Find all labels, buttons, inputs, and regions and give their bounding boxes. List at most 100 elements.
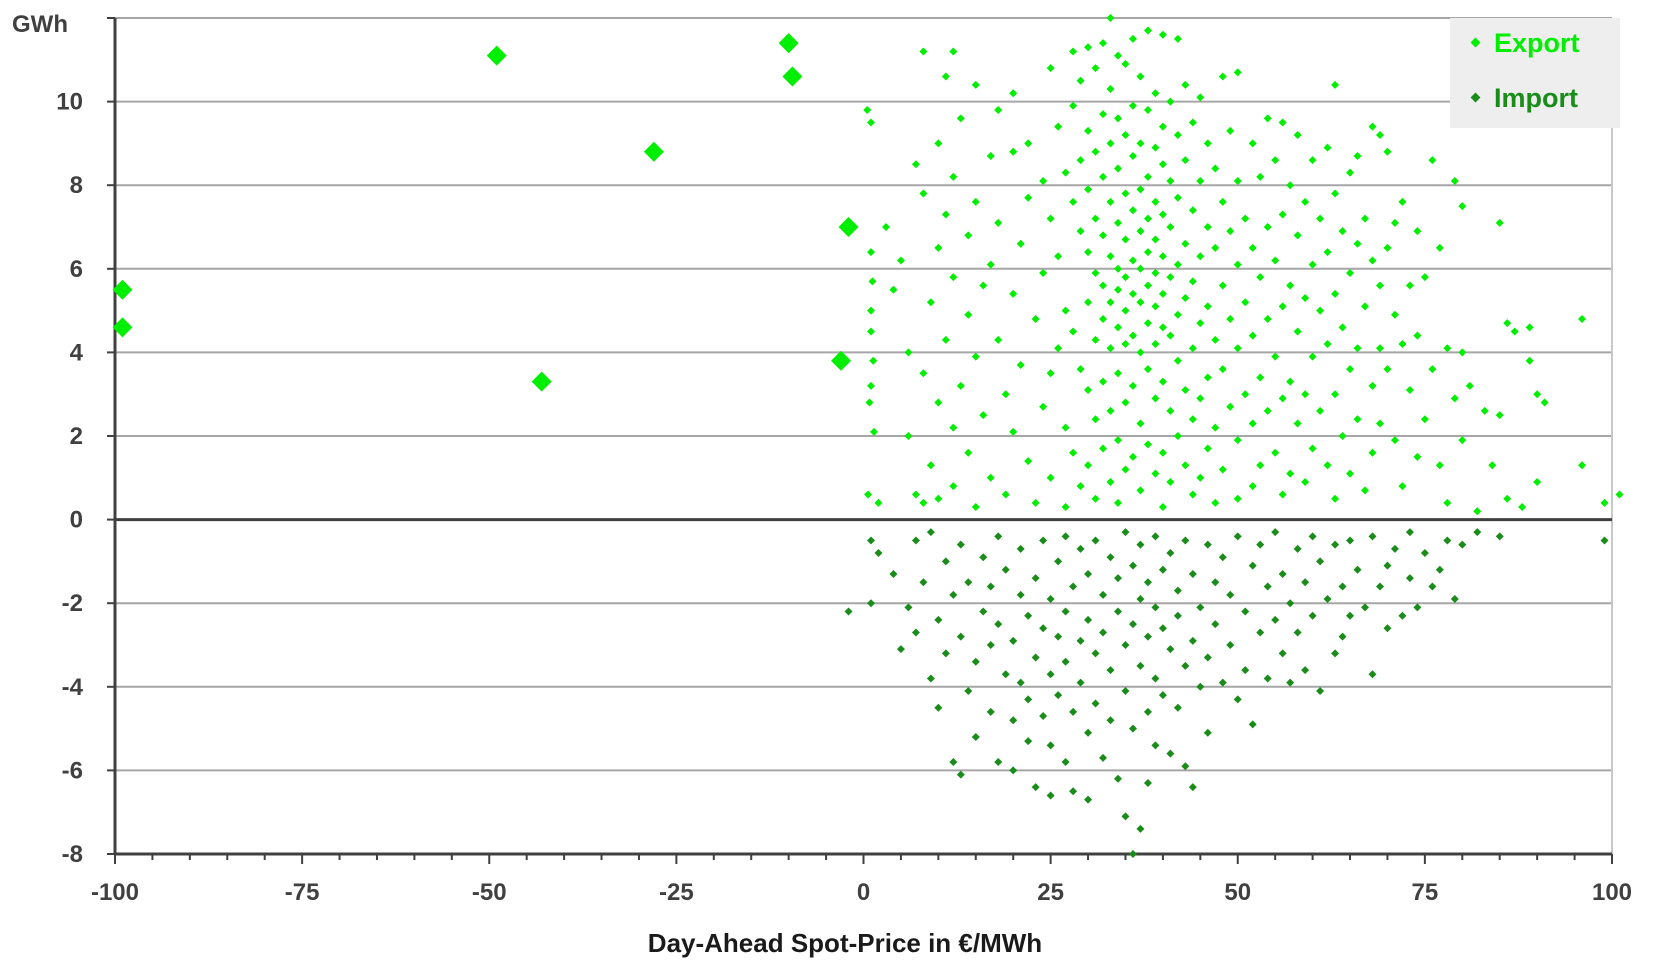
export-point	[1121, 189, 1130, 198]
export-point	[1143, 248, 1152, 257]
export-point	[1533, 477, 1542, 486]
export-point	[1390, 310, 1399, 319]
export-point	[1450, 177, 1459, 186]
export-point	[1368, 256, 1377, 265]
export-point	[1009, 427, 1018, 436]
import-point	[1031, 783, 1040, 792]
export-point	[1113, 114, 1122, 123]
import-point	[844, 607, 853, 616]
x-tick-label: -50	[472, 879, 507, 906]
import-point	[1128, 724, 1137, 733]
export-point	[1136, 419, 1145, 428]
export-point	[1203, 139, 1212, 148]
import-point	[1136, 824, 1145, 833]
export-point	[1263, 406, 1272, 415]
export-point	[1353, 239, 1362, 248]
import-point	[1039, 624, 1048, 633]
export-point	[949, 423, 958, 432]
export-point	[1084, 126, 1093, 135]
export-point	[1039, 177, 1048, 186]
import-point	[1450, 595, 1459, 604]
export-point	[1158, 210, 1167, 219]
export-point	[1173, 131, 1182, 140]
export-point	[1398, 340, 1407, 349]
export-point	[1301, 197, 1310, 206]
export-point	[1106, 477, 1115, 486]
import-point	[1278, 649, 1287, 658]
export-point	[1188, 277, 1197, 286]
export-point	[934, 494, 943, 503]
export-point	[1331, 80, 1340, 89]
import-point	[1293, 544, 1302, 553]
export-point	[1128, 381, 1137, 390]
import-point	[1196, 603, 1205, 612]
export-point	[1286, 181, 1295, 190]
import-point	[971, 732, 980, 741]
export-point	[994, 335, 1003, 344]
import-point	[986, 707, 995, 716]
import-point	[1308, 611, 1317, 620]
export-point	[1166, 97, 1175, 106]
x-tick-label: -25	[659, 879, 694, 906]
export-point	[1106, 298, 1115, 307]
export-series	[112, 14, 1624, 516]
export-point	[1099, 231, 1108, 240]
export-point	[1248, 139, 1257, 148]
export-point	[1316, 306, 1325, 315]
export-point	[1069, 197, 1078, 206]
import-point	[1188, 636, 1197, 645]
export-point	[949, 47, 958, 56]
import-point	[1046, 741, 1055, 750]
import-point	[1143, 707, 1152, 716]
export-point	[1151, 197, 1160, 206]
export-point	[1106, 14, 1115, 22]
import-point	[941, 649, 950, 658]
export-point	[1218, 281, 1227, 290]
export-point	[1578, 461, 1587, 470]
export-point	[1503, 319, 1512, 328]
export-point	[1188, 490, 1197, 499]
import-point	[1016, 544, 1025, 553]
import-point	[1211, 578, 1220, 587]
export-point	[1106, 252, 1115, 261]
import-point	[1099, 628, 1108, 637]
x-tick-label: 100	[1592, 879, 1632, 906]
import-point	[979, 607, 988, 616]
export-point	[1346, 469, 1355, 478]
export-point	[1383, 365, 1392, 374]
export-point	[1346, 365, 1355, 374]
import-point	[1301, 666, 1310, 675]
export-point	[1158, 503, 1167, 512]
export-point	[1323, 340, 1332, 349]
import-point	[1084, 615, 1093, 624]
import-point	[1069, 707, 1078, 716]
export-point	[1368, 381, 1377, 390]
export-point	[1398, 482, 1407, 491]
export-point	[1136, 486, 1145, 495]
export-point	[1091, 214, 1100, 223]
export-point	[1428, 156, 1437, 165]
export-point	[874, 498, 883, 507]
export-point	[1061, 423, 1070, 432]
export-point	[1360, 486, 1369, 495]
import-point	[866, 599, 875, 608]
import-point	[1151, 603, 1160, 612]
export-point	[1084, 248, 1093, 257]
export-point	[1458, 436, 1467, 445]
export-point	[1286, 377, 1295, 386]
export-point	[1263, 223, 1272, 231]
export-point	[1158, 160, 1167, 169]
export-point	[1136, 298, 1145, 307]
export-point	[1001, 490, 1010, 499]
export-point	[1039, 268, 1048, 277]
import-point	[979, 553, 988, 562]
export-point	[1046, 473, 1055, 482]
export-point	[1143, 440, 1152, 449]
y-tick-label: -2	[62, 590, 83, 617]
export-point	[971, 352, 980, 361]
import-point	[1128, 561, 1137, 570]
export-point	[1136, 139, 1145, 148]
export-point	[1143, 172, 1152, 181]
export-point	[1173, 310, 1182, 319]
import-point	[1046, 670, 1055, 679]
